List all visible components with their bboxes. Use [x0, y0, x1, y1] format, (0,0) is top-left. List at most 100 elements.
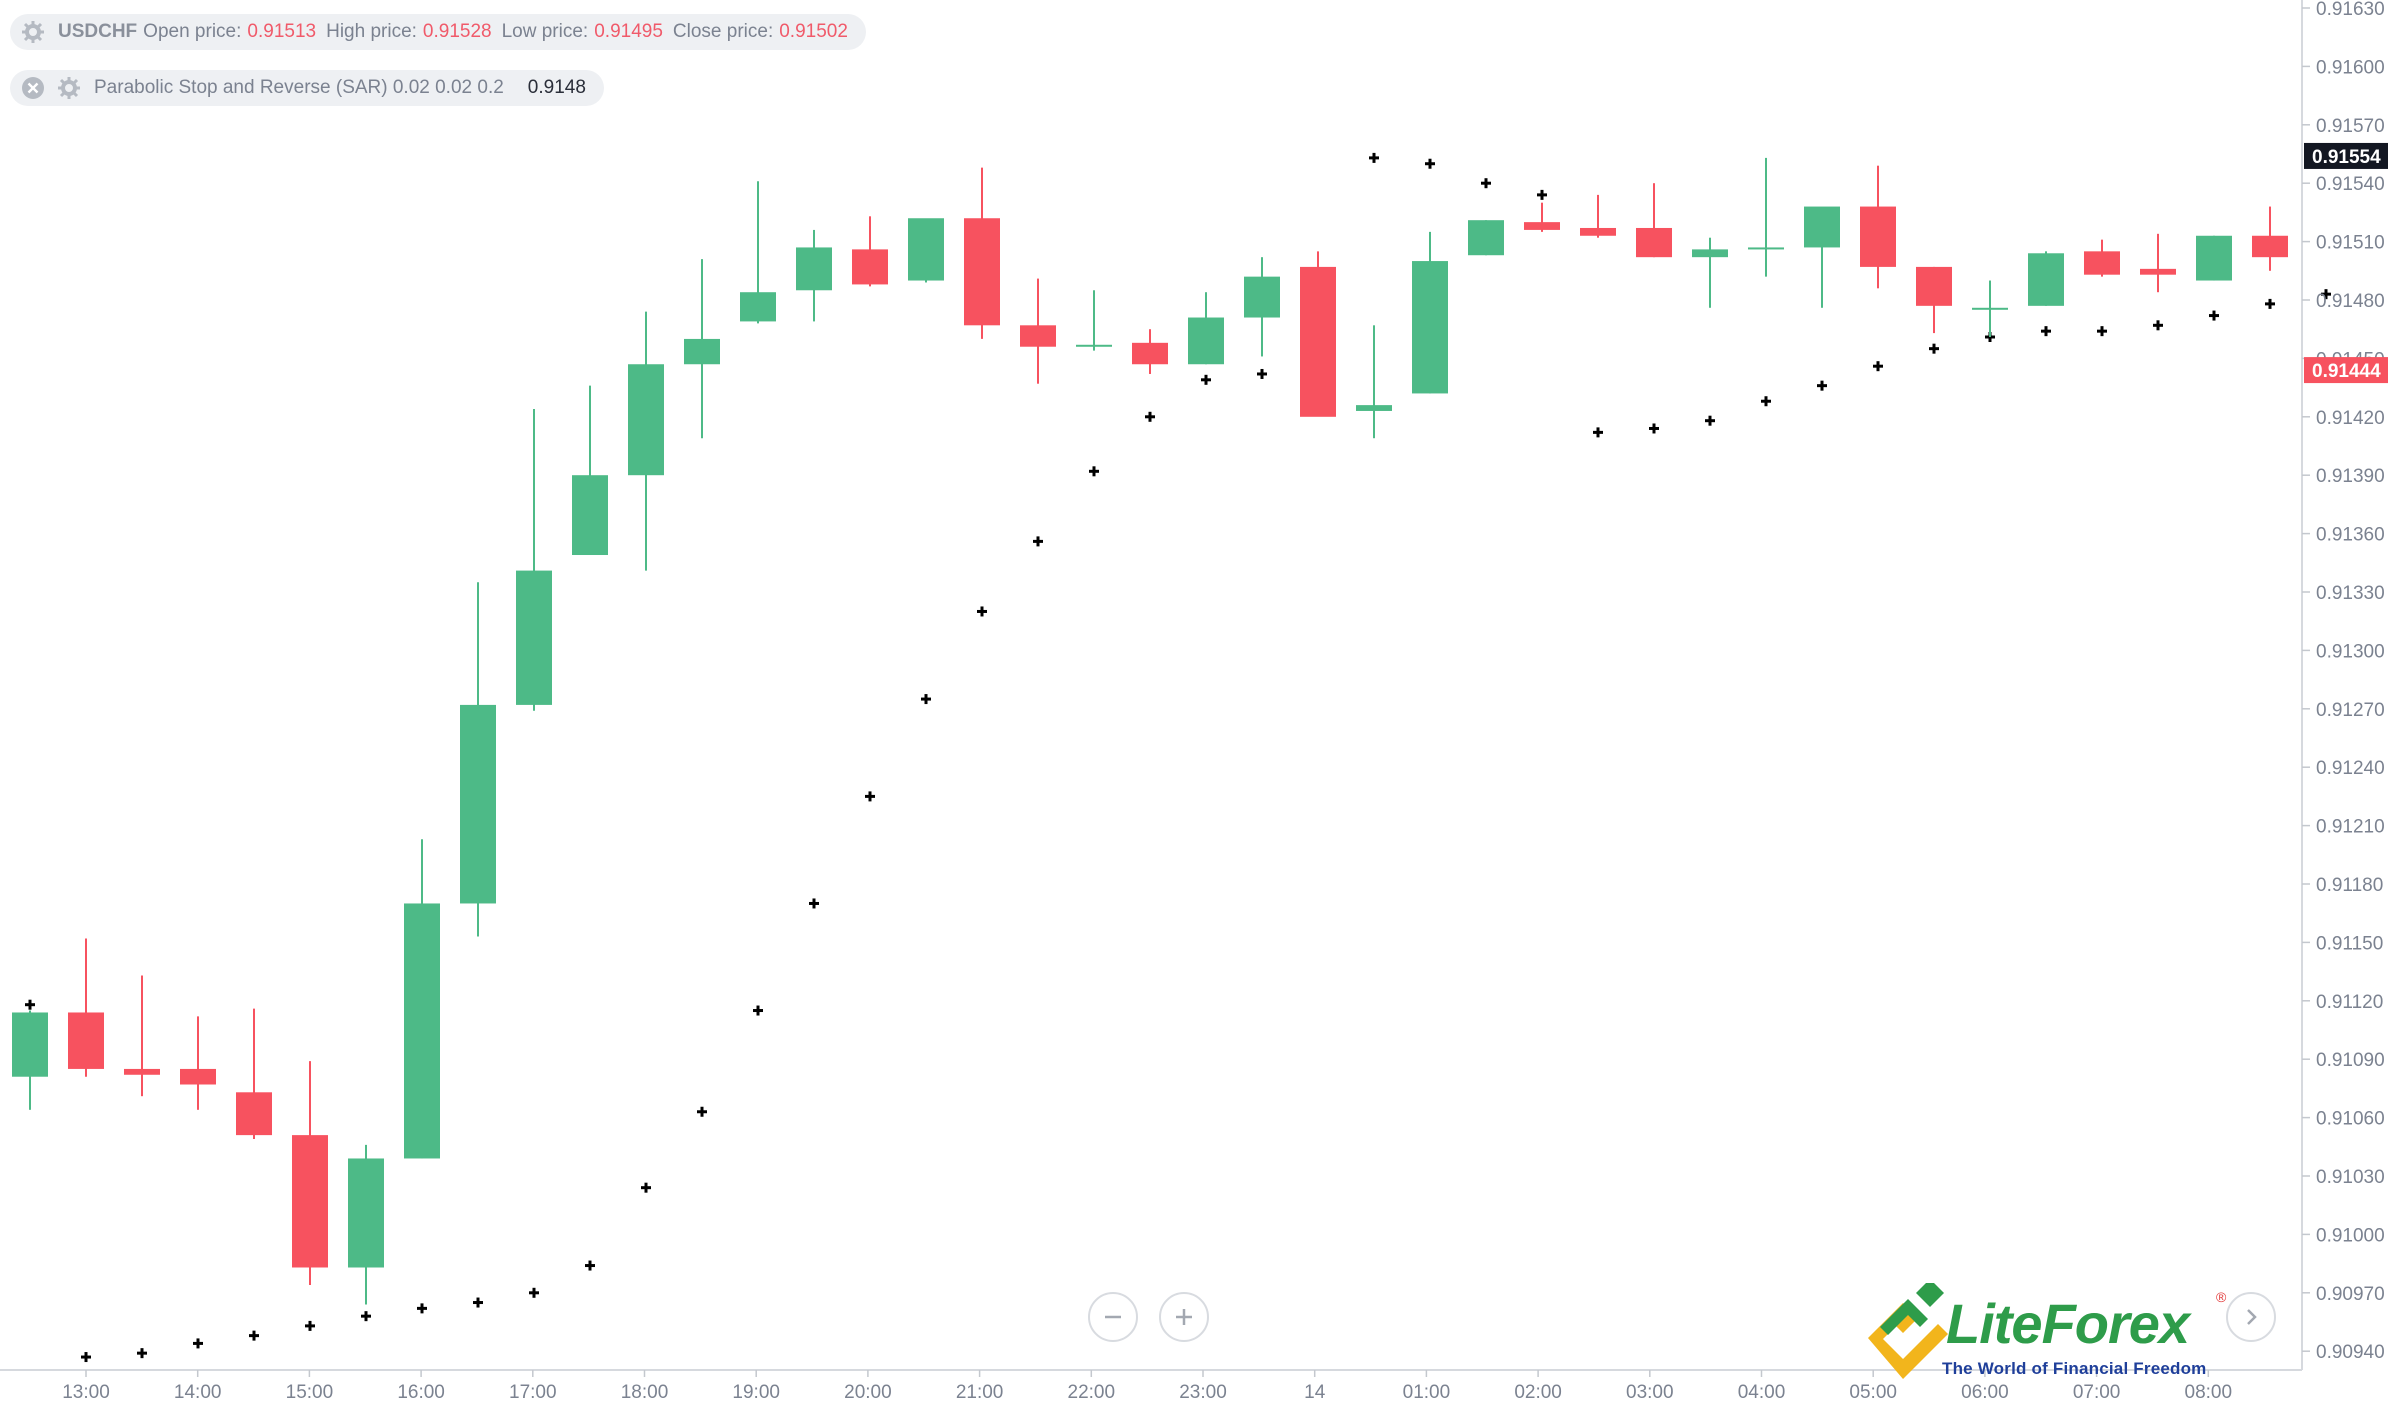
- candle-body: [740, 292, 776, 322]
- chevron-right-icon: [2247, 1309, 2257, 1325]
- sar-point: [1929, 343, 1939, 354]
- x-tick-label: 15:00: [286, 1382, 334, 1403]
- candle-body: [348, 1158, 384, 1268]
- y-tick-label: 0.91270: [2316, 700, 2385, 721]
- close-icon[interactable]: [20, 75, 46, 101]
- x-tick-label: 05:00: [1849, 1382, 1897, 1403]
- sar-point: [417, 1303, 427, 1314]
- sar-point: [2041, 326, 2051, 337]
- x-tick-label: 13:00: [62, 1382, 110, 1403]
- x-tick-label: 02:00: [1514, 1382, 1562, 1403]
- candle-body: [796, 247, 832, 291]
- candle-body: [1300, 266, 1336, 417]
- candle-body: [236, 1092, 272, 1136]
- y-tick-label: 0.91600: [2316, 57, 2385, 78]
- sar-point: [529, 1287, 539, 1298]
- candle-body: [684, 338, 720, 365]
- x-tick-label: 23:00: [1179, 1382, 1227, 1403]
- y-tick-label: 0.91210: [2316, 817, 2385, 838]
- candle-body: [1412, 261, 1448, 394]
- x-tick-label: 14: [1304, 1382, 1326, 1403]
- sar-point: [585, 1260, 595, 1271]
- candle-body: [404, 903, 440, 1159]
- y-tick-label: 0.91240: [2316, 758, 2385, 779]
- open-value: 0.91513: [247, 21, 317, 42]
- candle-body: [1916, 266, 1952, 306]
- y-tick-label: 0.91390: [2316, 466, 2385, 487]
- x-tick-label: 07:00: [2073, 1382, 2121, 1403]
- candle-body: [124, 1068, 160, 1075]
- candle-body: [908, 218, 944, 281]
- sar-series: [25, 152, 2331, 1363]
- candle-body: [68, 1012, 104, 1069]
- candle-body: [1860, 206, 1896, 267]
- sar-point: [977, 606, 987, 617]
- candle-body: [180, 1068, 216, 1085]
- sar-point: [1873, 361, 1883, 372]
- y-tick-label: 0.90940: [2316, 1342, 2385, 1363]
- candle-body: [1972, 307, 2008, 310]
- x-tick-label: 16:00: [397, 1382, 445, 1403]
- candle-body: [628, 364, 664, 476]
- sar-point: [1481, 178, 1491, 189]
- liteforex-logo: LiteForex ® The World of Financial Freed…: [1858, 1283, 2238, 1393]
- x-tick-label: 14:00: [174, 1382, 222, 1403]
- sar-point: [865, 791, 875, 802]
- x-tick-label: 20:00: [844, 1382, 892, 1403]
- minus-icon: [1105, 1315, 1121, 1319]
- sar-point: [1201, 374, 1211, 385]
- scroll-right-button[interactable]: [2226, 1292, 2276, 1342]
- close-label: Close price:: [672, 21, 774, 42]
- zoom-out-button[interactable]: [1088, 1292, 1138, 1342]
- sar-point: [361, 1311, 371, 1322]
- sar-point: [1705, 415, 1715, 426]
- candle-body: [12, 1012, 48, 1077]
- zoom-in-button[interactable]: [1159, 1292, 1209, 1342]
- sar-point: [1817, 380, 1827, 391]
- y-tick-label: 0.91420: [2316, 408, 2385, 429]
- y-tick-label: 0.91330: [2316, 583, 2385, 604]
- y-tick-label: 0.91540: [2316, 174, 2385, 195]
- x-tick-label: 17:00: [509, 1382, 557, 1403]
- price-marker-label: 0.91444: [2312, 361, 2381, 382]
- sar-point: [697, 1106, 707, 1117]
- candle-body: [1636, 227, 1672, 258]
- sar-point: [249, 1330, 259, 1341]
- y-tick-label: 0.91360: [2316, 525, 2385, 546]
- sar-point: [473, 1297, 483, 1308]
- sar-point: [193, 1338, 203, 1349]
- candle-body: [1132, 342, 1168, 365]
- x-tick-label: 01:00: [1403, 1382, 1451, 1403]
- candle-body: [1188, 317, 1224, 365]
- sar-point: [2153, 320, 2163, 331]
- candle-body: [964, 218, 1000, 326]
- y-tick-label: 0.91060: [2316, 1109, 2385, 1130]
- candle-body: [1524, 222, 1560, 230]
- candle-series: [12, 157, 2288, 1305]
- sar-point: [81, 1352, 91, 1363]
- x-tick-label: 06:00: [1961, 1382, 2009, 1403]
- sar-point: [25, 999, 35, 1010]
- candle-body: [572, 475, 608, 556]
- x-tick-label: 08:00: [2185, 1382, 2233, 1403]
- sar-point: [1257, 368, 1267, 379]
- gear-icon[interactable]: [56, 75, 82, 101]
- sar-point: [809, 898, 819, 909]
- candle-body: [516, 570, 552, 705]
- indicator-legend: Parabolic Stop and Reverse (SAR) 0.02 0.…: [10, 70, 604, 106]
- y-tick-label: 0.91180: [2316, 875, 2383, 896]
- candle-body: [2140, 268, 2176, 275]
- symbol-name: USDCHF: [58, 21, 138, 42]
- y-tick-label: 0.91300: [2316, 641, 2385, 662]
- sar-point: [753, 1005, 763, 1016]
- sar-point: [1649, 423, 1659, 434]
- candle-body: [1076, 344, 1112, 347]
- logo-name: LiteForex: [1946, 1292, 2190, 1355]
- y-tick-label: 0.91030: [2316, 1167, 2385, 1188]
- candle-body: [1468, 220, 1504, 256]
- sar-point: [2097, 326, 2107, 337]
- gear-icon[interactable]: [20, 19, 46, 45]
- logo-registered: ®: [2216, 1289, 2227, 1305]
- candle-body: [1748, 247, 1784, 250]
